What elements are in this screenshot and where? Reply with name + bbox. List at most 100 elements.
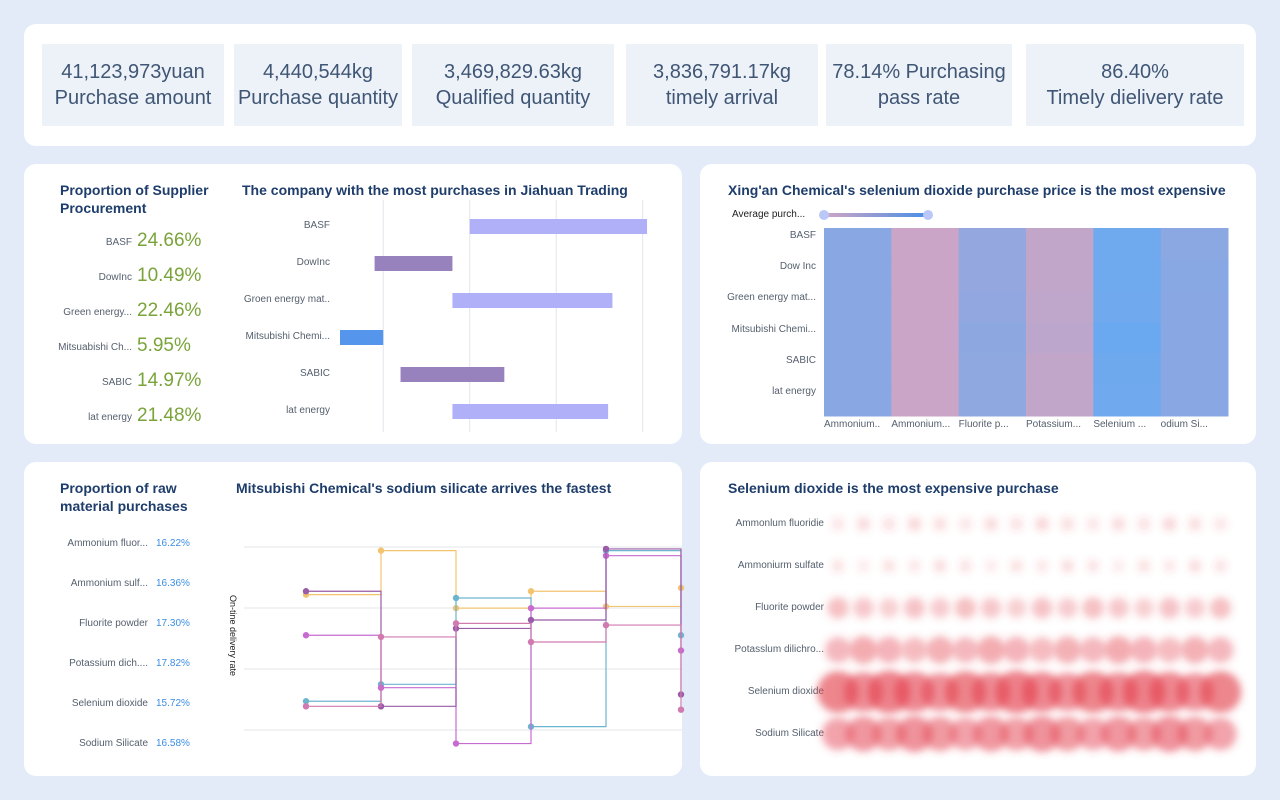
- heatmap-column-label: odium Si...: [1160, 419, 1208, 430]
- bubble: [959, 559, 972, 573]
- material-percent: 17.82%: [156, 658, 190, 669]
- bubble: [949, 717, 982, 751]
- supplier-label: Mitsuabishi Ch...: [58, 342, 132, 353]
- bubble: [984, 517, 998, 531]
- step-series-point: [527, 588, 535, 595]
- legend-handle-min[interactable]: [819, 210, 829, 220]
- kpi-label: pass rate: [877, 87, 961, 109]
- bubble: [831, 517, 845, 531]
- bubble: [1086, 559, 1100, 573]
- bubble: [1162, 517, 1177, 531]
- bubble: [882, 517, 896, 531]
- bubble: [1151, 715, 1188, 753]
- step-series-point: [302, 703, 310, 710]
- bubble: [958, 517, 973, 531]
- bubble: [1100, 716, 1137, 752]
- kpi-label: Qualified quantity: [435, 87, 591, 109]
- bubble: [1177, 716, 1213, 752]
- bubble: [1156, 637, 1183, 663]
- material-percent: 16.22%: [156, 538, 190, 549]
- heatmap-cell: [824, 259, 892, 292]
- bubble: [984, 559, 998, 573]
- material-chart-title: Mitsubishi Chemical's sodium silicate ar…: [236, 480, 612, 496]
- step-series-point: [452, 620, 460, 627]
- step-series-point: [302, 632, 310, 639]
- bubble: [980, 597, 1002, 619]
- heatmap-cell: [1093, 322, 1162, 354]
- bubble: [1082, 597, 1104, 619]
- material-label: Ammonium fluor...: [67, 538, 148, 549]
- step-series-point: [602, 621, 610, 629]
- supplier-percent: 10.49%: [137, 265, 202, 286]
- bubble-row-label: Ammoniurm sulfate: [737, 560, 824, 571]
- kpi-purchase-quantity: 4,440,544kg Purchase quantity: [234, 44, 402, 126]
- bubble: [952, 636, 979, 664]
- material-percent: 16.58%: [156, 738, 190, 749]
- bubble: [1204, 717, 1237, 751]
- heatmap-cell: [891, 322, 960, 354]
- heatmap-title: Xing'an Chemical's selenium dioxide purc…: [728, 182, 1226, 198]
- selenium-price-card: Xing'an Chemical's selenium dioxide purc…: [700, 164, 1256, 444]
- material-proportion-title: Proportion of raw material purchases: [60, 480, 188, 514]
- material-percent: 16.36%: [156, 578, 190, 589]
- heatmap-chart: [824, 228, 1229, 417]
- bubble: [1108, 597, 1129, 619]
- bubble: [879, 598, 899, 618]
- heatmap-cell: [958, 353, 1027, 386]
- bubble: [1035, 559, 1049, 573]
- heatmap-cell: [1093, 290, 1162, 323]
- kpi-label: Purchase amount: [54, 87, 212, 109]
- heatmap-cell: [1026, 259, 1094, 292]
- heatmap-cell: [1093, 259, 1162, 292]
- legend-handle-max[interactable]: [923, 210, 933, 220]
- bar: [400, 367, 505, 382]
- heatmap-cell: [958, 384, 1027, 417]
- supplier-percent: 5.95%: [137, 335, 191, 356]
- bubble: [922, 716, 958, 752]
- kpi-summary-card: 41,123,973yuan Purchase amount 4,440,544…: [24, 24, 1256, 146]
- supplier-percent: 24.66%: [137, 230, 202, 251]
- bubble: [1127, 717, 1161, 751]
- bubble: [1181, 636, 1209, 664]
- heatmap-cell: [1093, 384, 1162, 417]
- kpi-timely-arrival: 3,836,791.17kg timely arrival: [626, 44, 818, 126]
- bubble: [1158, 597, 1181, 619]
- heatmap-cell: [824, 322, 892, 354]
- bar-category-label: Mitsubishi Chemi...: [245, 331, 330, 342]
- bubble-row-label: Selenium dioxide: [747, 686, 824, 697]
- heatmap-cell: [1026, 384, 1094, 417]
- heatmap-cell: [824, 290, 892, 323]
- heatmap-cell: [958, 322, 1027, 354]
- bubble: [908, 559, 921, 573]
- bubble: [1035, 517, 1049, 531]
- heatmap-legend-slider[interactable]: [818, 208, 934, 222]
- bubble-row-label: Sodium Silicate: [755, 728, 824, 739]
- bubble: [1060, 517, 1075, 531]
- kpi-value: 41,123,973yuan: [61, 61, 205, 83]
- bubble: [954, 597, 977, 619]
- bubble: [882, 559, 896, 573]
- bubble: [857, 559, 870, 573]
- bar: [340, 330, 384, 345]
- bubble: [907, 517, 922, 531]
- heatmap-column-label: Ammonium..: [824, 419, 881, 430]
- bubble: [824, 636, 852, 664]
- bubble: [1006, 598, 1027, 618]
- step-series-line: [306, 622, 682, 710]
- heatmap-cell: [1160, 322, 1229, 354]
- heatmap-column-label: Ammonium...: [891, 419, 951, 430]
- bar: [469, 219, 648, 234]
- line-chart-ylabel: On-tine delivery rate: [228, 595, 238, 677]
- bar: [452, 293, 613, 308]
- kpi-label: timely arrival: [665, 87, 779, 109]
- bubble: [1076, 717, 1110, 751]
- bubble: [1213, 517, 1228, 531]
- bubble: [1057, 597, 1078, 619]
- bubble: [926, 636, 954, 664]
- bubble: [999, 717, 1034, 751]
- bar: [374, 256, 453, 271]
- bubble: [1134, 598, 1154, 618]
- supplier-label: lat energy: [88, 412, 132, 423]
- heatmap-cell: [824, 384, 892, 417]
- heatmap-cell: [958, 228, 1027, 260]
